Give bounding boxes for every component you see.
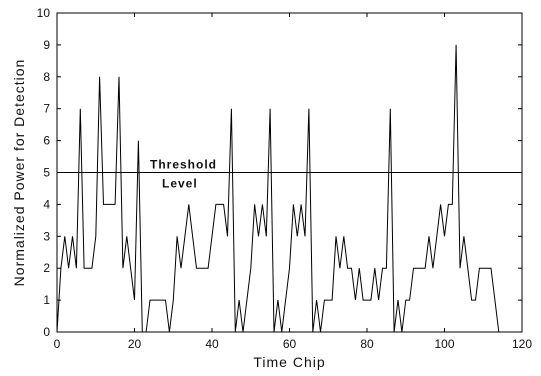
y-tick-label: 6 <box>43 134 50 148</box>
x-tick-label: 80 <box>360 337 374 351</box>
y-tick-label: 7 <box>43 102 50 116</box>
x-tick-label: 60 <box>283 337 297 351</box>
x-tick-label: 120 <box>512 337 532 351</box>
y-tick-label: 9 <box>43 38 50 52</box>
y-tick-label: 2 <box>43 261 50 275</box>
y-axis-label: Normalized Power for Detection <box>11 59 27 287</box>
x-tick-label: 100 <box>434 337 454 351</box>
y-tick-label: 3 <box>43 229 50 243</box>
y-tick-label: 4 <box>43 197 50 211</box>
y-tick-label: 1 <box>43 293 50 307</box>
series-layer <box>56 44 519 333</box>
x-tick-label: 40 <box>205 337 219 351</box>
y-tick-label: 0 <box>43 325 50 339</box>
threshold-label-line1: Threshold <box>150 158 217 172</box>
x-tick-label: 20 <box>128 337 142 351</box>
y-tick-label: 5 <box>43 166 50 180</box>
axis-ticks: 0 20 40 60 80 100 120 0 1 2 3 4 5 6 7 8 9 10 <box>37 6 533 351</box>
x-axis-label: Time Chip <box>253 354 325 370</box>
series-line-0 <box>56 44 519 333</box>
x-tick-label: 0 <box>54 337 61 351</box>
y-tick-label: 10 <box>37 6 51 20</box>
threshold-label-line2: Level <box>162 177 198 191</box>
y-tick-label: 8 <box>43 70 50 84</box>
